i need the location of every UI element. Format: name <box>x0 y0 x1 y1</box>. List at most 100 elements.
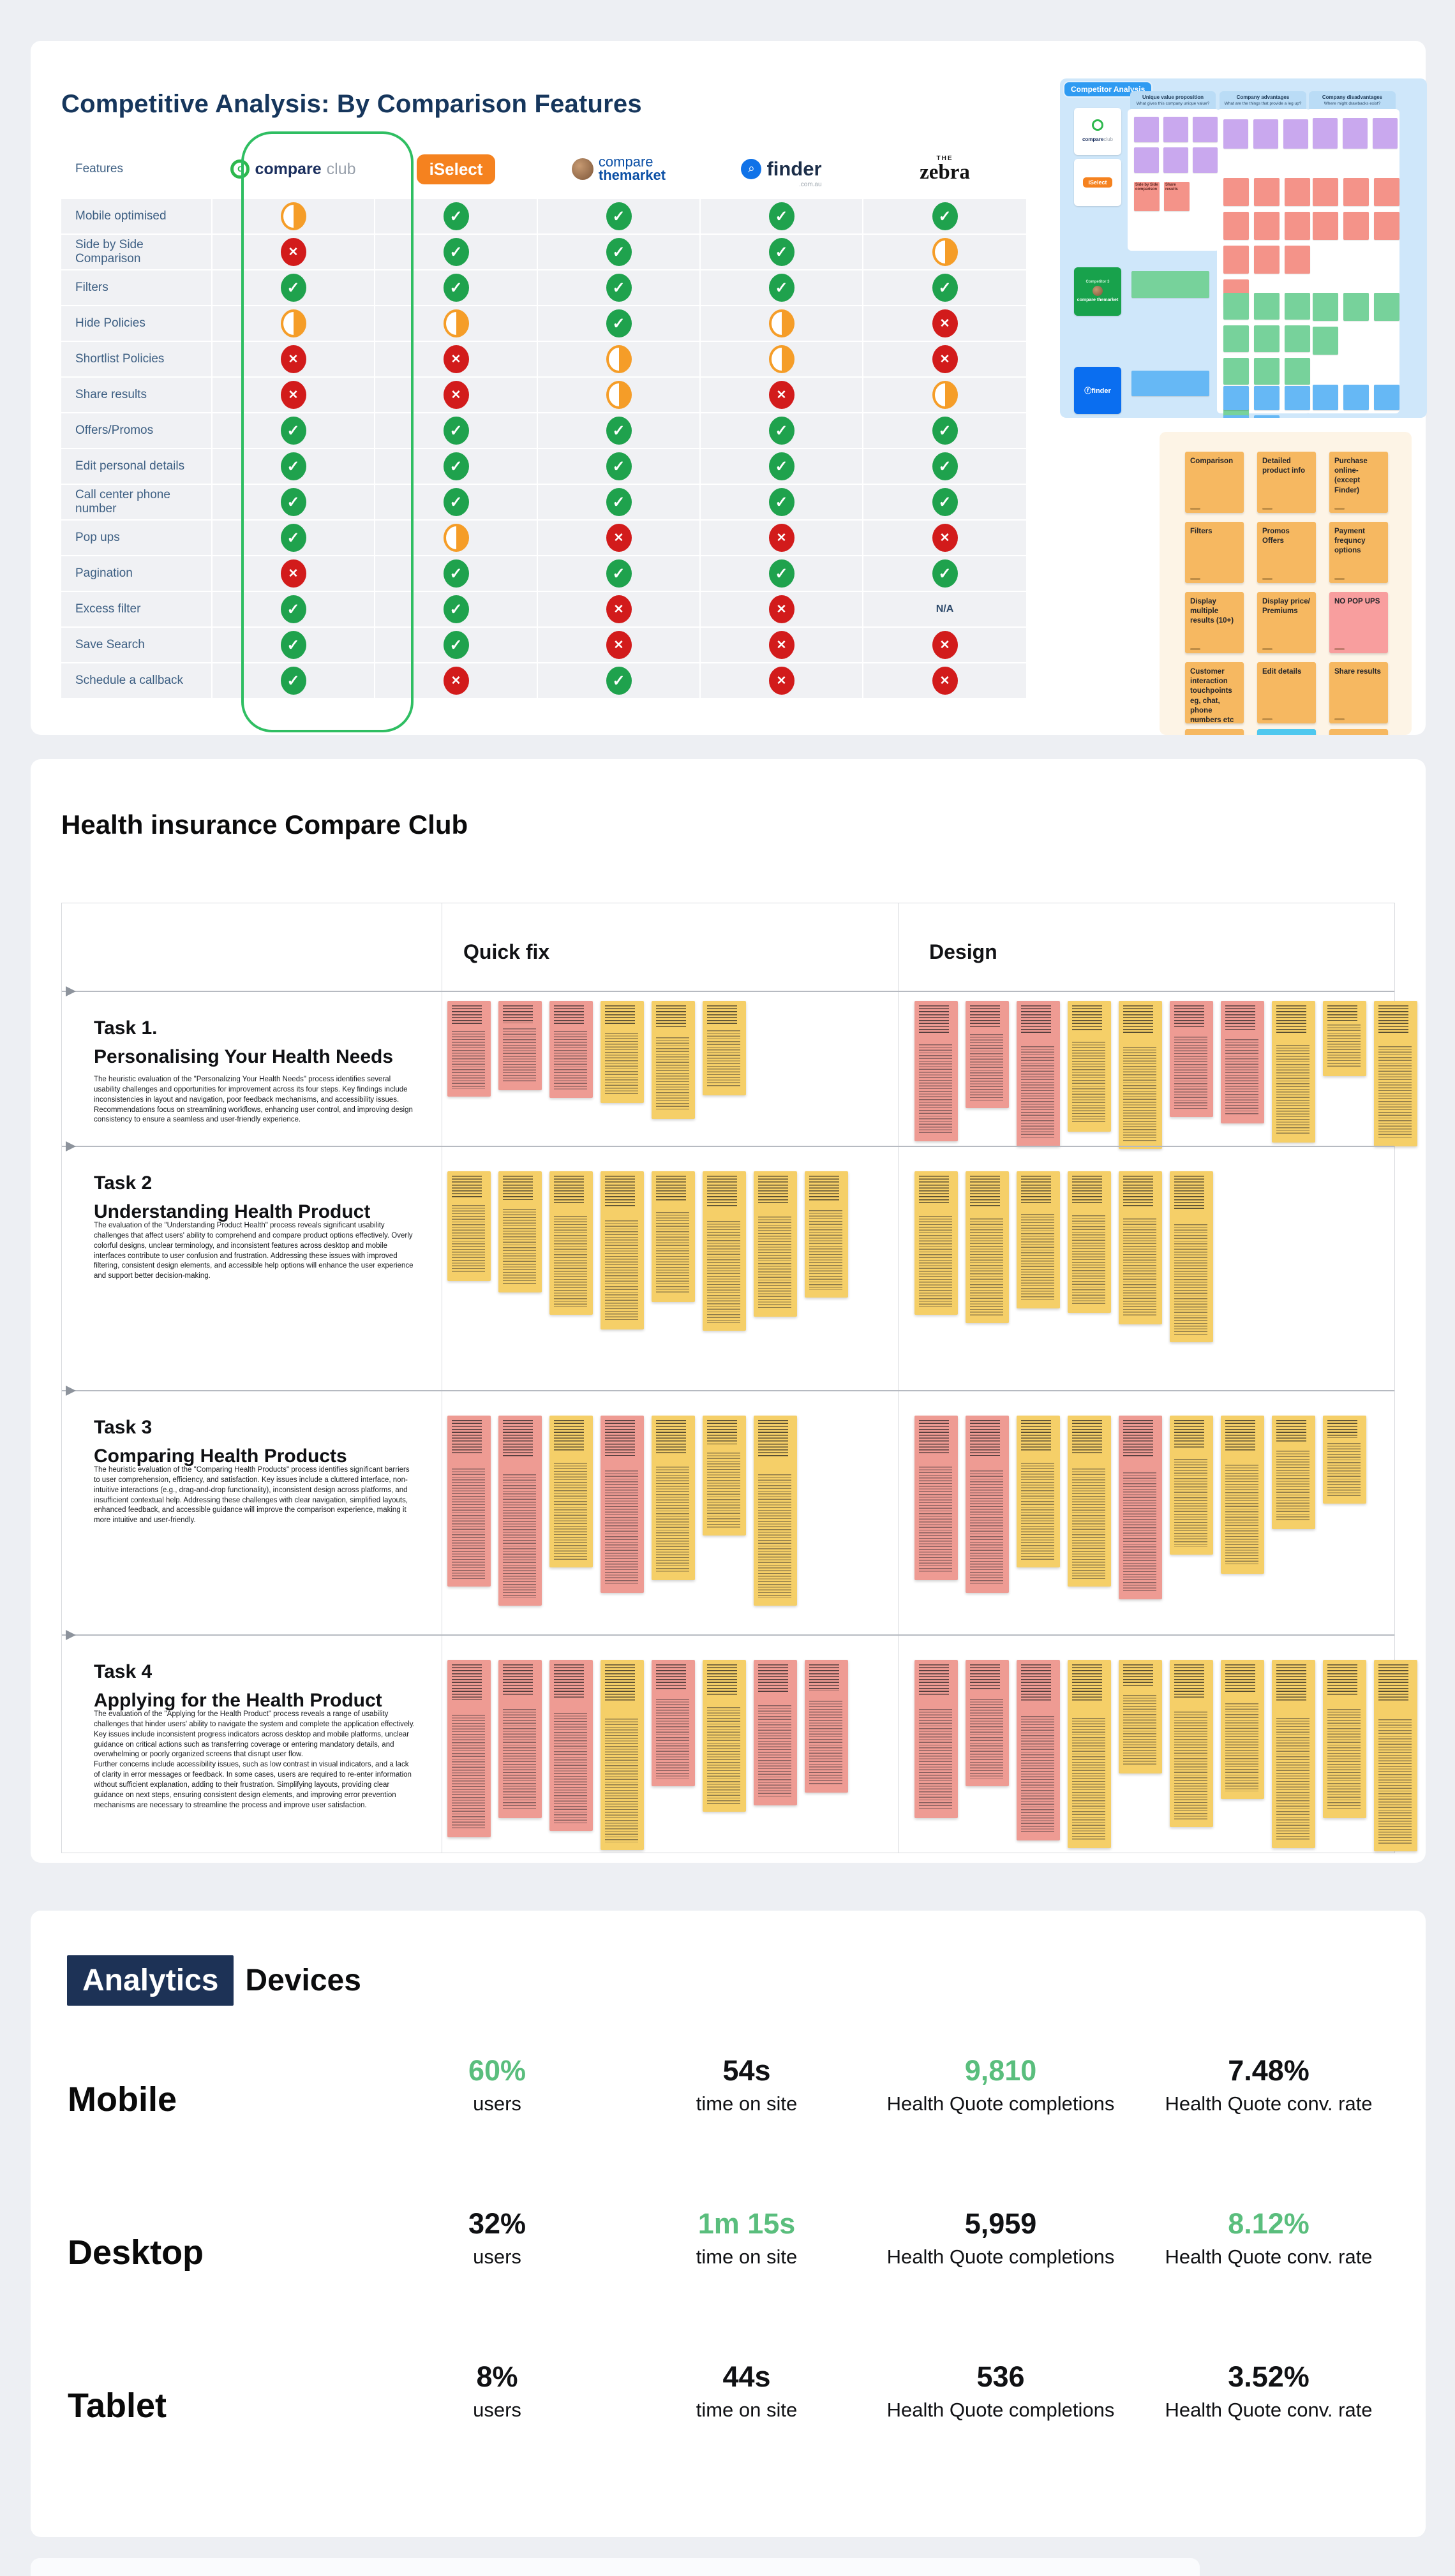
minimap-sticky-note[interactable] <box>1223 386 1249 410</box>
yellow-sticky-note[interactable] <box>754 1416 797 1606</box>
minimap-sticky-note[interactable]: Side by Side comparison <box>1134 182 1160 211</box>
yellow-sticky-note[interactable] <box>1221 1416 1264 1574</box>
yellow-sticky-note[interactable] <box>1272 1660 1315 1848</box>
minimap-sticky-note[interactable] <box>1254 358 1280 385</box>
minimap-sticky-note[interactable] <box>1285 246 1310 274</box>
orange-sticky-note[interactable]: Display price/ Premiums <box>1257 592 1316 653</box>
yellow-sticky-note[interactable] <box>1068 1660 1111 1848</box>
minimap-sticky-note[interactable] <box>1254 386 1280 410</box>
minimap-sticky-note[interactable]: Share results <box>1164 182 1190 211</box>
yellow-sticky-note[interactable] <box>1017 1171 1060 1308</box>
yellow-sticky-note[interactable] <box>601 1171 644 1329</box>
yellow-sticky-note[interactable] <box>914 1171 958 1315</box>
pink-sticky-note[interactable] <box>549 1001 593 1098</box>
partial-sticky-note[interactable] <box>1329 729 1388 735</box>
orange-sticky-note[interactable]: Payment frequncy options <box>1329 522 1388 583</box>
pink-sticky-note[interactable] <box>914 1001 958 1141</box>
minimap-sticky-note[interactable] <box>1193 117 1218 142</box>
minimap-sticky-note[interactable] <box>1134 147 1159 173</box>
minimap-sticky-note[interactable] <box>1223 293 1249 320</box>
pink-sticky-note[interactable] <box>966 1416 1009 1593</box>
pink-sticky-note[interactable] <box>1170 1001 1213 1117</box>
pink-sticky-note[interactable] <box>966 1001 1009 1108</box>
yellow-sticky-note[interactable] <box>652 1171 695 1302</box>
minimap-sticky-note[interactable] <box>1131 371 1209 396</box>
pink-sticky-note[interactable] <box>1017 1001 1060 1146</box>
yellow-sticky-note[interactable] <box>703 1660 746 1812</box>
pink-sticky-note[interactable] <box>754 1660 797 1805</box>
minimap-sticky-note[interactable] <box>1254 415 1280 418</box>
pink-sticky-note[interactable] <box>601 1416 644 1593</box>
yellow-sticky-note[interactable] <box>1119 1001 1162 1149</box>
yellow-sticky-note[interactable] <box>805 1171 848 1298</box>
yellow-sticky-note[interactable] <box>754 1171 797 1317</box>
minimap-sticky-note[interactable] <box>1223 212 1249 240</box>
minimap-sticky-note[interactable] <box>1223 325 1249 352</box>
minimap-sticky-note[interactable] <box>1285 386 1310 410</box>
minimap-sticky-note[interactable] <box>1131 271 1209 298</box>
pink-sticky-note[interactable] <box>652 1660 695 1786</box>
yellow-sticky-note[interactable] <box>601 1660 644 1850</box>
pink-sticky-note[interactable] <box>914 1416 958 1580</box>
minimap-sticky-note[interactable] <box>1313 293 1338 321</box>
yellow-sticky-note[interactable] <box>1374 1001 1417 1146</box>
pink-sticky-note[interactable] <box>1119 1416 1162 1599</box>
minimap-sticky-note[interactable] <box>1374 385 1399 410</box>
minimap-sticky-note[interactable] <box>1373 118 1398 149</box>
pink-sticky-note[interactable] <box>1221 1001 1264 1123</box>
orange-sticky-note[interactable]: Purchase online- (except Finder) <box>1329 452 1388 513</box>
minimap-sticky-note[interactable] <box>1285 358 1310 385</box>
yellow-sticky-note[interactable] <box>703 1001 746 1095</box>
minimap-sticky-note[interactable] <box>1254 246 1280 274</box>
pink-sticky-note[interactable] <box>805 1660 848 1793</box>
yellow-sticky-note[interactable] <box>1221 1660 1264 1799</box>
yellow-sticky-note[interactable] <box>966 1171 1009 1323</box>
yellow-sticky-note[interactable] <box>1017 1416 1060 1567</box>
yellow-sticky-note[interactable] <box>601 1001 644 1103</box>
minimap-sticky-note[interactable] <box>1285 178 1310 206</box>
yellow-sticky-note[interactable] <box>703 1171 746 1331</box>
minimap-sticky-note[interactable] <box>1163 117 1188 142</box>
yellow-sticky-note[interactable] <box>549 1171 593 1315</box>
yellow-sticky-note[interactable] <box>1170 1416 1213 1555</box>
minimap-sticky-note[interactable] <box>1223 119 1248 149</box>
yellow-sticky-note[interactable] <box>1323 1001 1366 1076</box>
minimap-sticky-note[interactable] <box>1343 385 1369 410</box>
orange-sticky-note[interactable]: NO POP UPS <box>1329 592 1388 653</box>
minimap-sticky-note[interactable] <box>1313 118 1338 149</box>
yellow-sticky-note[interactable] <box>1068 1416 1111 1587</box>
pink-sticky-note[interactable] <box>1017 1660 1060 1840</box>
minimap-sticky-note[interactable] <box>1343 212 1369 240</box>
minimap-sticky-note[interactable] <box>1374 178 1399 206</box>
minimap-sticky-note[interactable] <box>1254 293 1280 320</box>
minimap-sticky-note[interactable] <box>1374 293 1399 321</box>
pink-sticky-note[interactable] <box>914 1660 958 1818</box>
orange-sticky-note[interactable]: Promos Offers <box>1257 522 1316 583</box>
minimap-sticky-note[interactable] <box>1343 178 1369 206</box>
minimap-sticky-note[interactable] <box>1313 212 1338 240</box>
minimap-sticky-note[interactable] <box>1285 212 1310 240</box>
orange-sticky-note[interactable]: Customer interaction touchpoints eg, cha… <box>1185 662 1244 724</box>
pink-sticky-note[interactable] <box>447 1001 491 1097</box>
yellow-sticky-note[interactable] <box>1323 1416 1366 1504</box>
minimap-sticky-note[interactable] <box>1313 178 1338 206</box>
minimap-sticky-note[interactable] <box>1343 118 1368 149</box>
pink-sticky-note[interactable] <box>966 1660 1009 1786</box>
minimap-sticky-note[interactable] <box>1134 117 1159 142</box>
yellow-sticky-note[interactable] <box>1323 1660 1366 1818</box>
pink-sticky-note[interactable] <box>447 1660 491 1837</box>
minimap-sticky-note[interactable] <box>1223 246 1249 274</box>
minimap-sticky-note[interactable] <box>1163 147 1188 173</box>
orange-sticky-note[interactable]: Display multiple results (10+) <box>1185 592 1244 653</box>
minimap-sticky-note[interactable] <box>1253 119 1278 149</box>
yellow-sticky-note[interactable] <box>1068 1171 1111 1313</box>
minimap-sticky-note[interactable] <box>1254 178 1280 206</box>
yellow-sticky-note[interactable] <box>703 1416 746 1536</box>
pink-sticky-note[interactable] <box>498 1416 542 1606</box>
yellow-sticky-note[interactable] <box>549 1416 593 1567</box>
orange-sticky-note[interactable]: Detailed product info <box>1257 452 1316 513</box>
minimap-sticky-note[interactable] <box>1254 325 1280 352</box>
orange-sticky-note[interactable]: Edit details <box>1257 662 1316 723</box>
yellow-sticky-note[interactable] <box>1119 1171 1162 1324</box>
minimap-sticky-note[interactable] <box>1313 327 1338 355</box>
